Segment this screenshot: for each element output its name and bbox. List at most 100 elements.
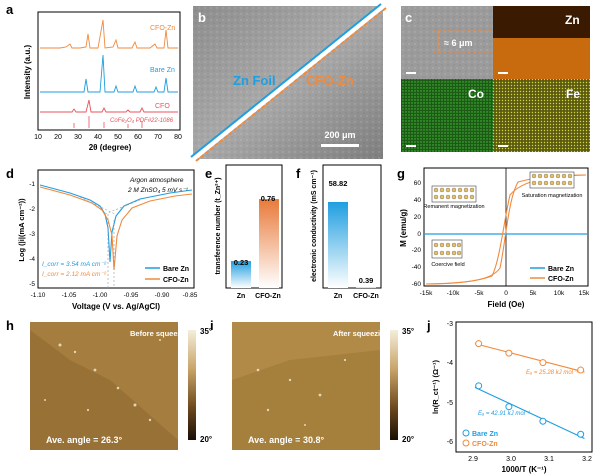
scale-bot-h: 20° — [200, 435, 212, 444]
bar-zn — [328, 201, 348, 288]
tafel-fit-lines — [79, 196, 146, 288]
panel-a: a CFO-Zn Bare Zn CFO CoFe₂O₄ PDF#22-1086… — [6, 2, 182, 152]
panel-d: d Argon atmosphere 2 M ZnSO₄ 5 mV s⁻¹ I_… — [6, 166, 198, 311]
tick: 5k — [530, 290, 538, 297]
tick: 50 — [114, 134, 122, 141]
j-legend-cfo: CFO-Zn — [472, 441, 498, 448]
tick: -1.00 — [93, 292, 108, 299]
panel-h-label: h — [6, 318, 14, 333]
scale-bot-i: 20° — [402, 435, 414, 444]
panel-d-label: d — [6, 166, 14, 181]
co-map — [401, 79, 493, 152]
tick: -0.90 — [155, 292, 170, 299]
afm-before-angle: Ave. angle = 26.3° — [46, 435, 122, 445]
cfo-zn-tafel-curve — [39, 186, 193, 271]
point-cfo-zn — [539, 359, 547, 367]
tick: -0.85 — [183, 292, 198, 299]
panel-d-xlabel: Voltage (V vs. Ag/AgCl) — [72, 302, 160, 311]
inset-saturation-label: Saturation magnetization — [522, 193, 583, 199]
tick: 20 — [414, 214, 422, 221]
legend-cfo-zn: CFO-Zn — [150, 25, 175, 32]
d-note-2: 2 M ZnSO₄ 5 mV s⁻¹ — [127, 187, 189, 194]
tick: 40 — [414, 197, 422, 204]
tick: 10 — [34, 134, 42, 141]
boundary-orange — [195, 7, 387, 162]
legend-bare-zn: Bare Zn — [150, 67, 175, 74]
panel-e-ylabel: transference number (t_Zn²⁺) — [215, 177, 222, 274]
zn-foil-label: Zn Foil — [233, 73, 276, 88]
pdf-label: CoFe₂O₄ PDF#22-1086 — [110, 118, 174, 124]
point-cfo-zn — [505, 349, 513, 357]
afm-color-scale-i — [390, 330, 398, 440]
d-legend-cfo: CFO-Zn — [163, 277, 189, 284]
panel-d-xticks: -1.10 -1.05 -1.00 -0.95 -0.90 -0.85 — [31, 292, 198, 299]
cfo-zn-xrd-trace — [40, 19, 178, 49]
panel-j-label: j — [426, 318, 431, 333]
scale-top-i: 35° — [402, 327, 414, 336]
f-cat-cfo: CFO-Zn — [353, 293, 379, 300]
panel-j: j Eₐ = 25.28 kJ mol⁻¹ Eₐ = 42.91 kJ mol⁻… — [426, 318, 593, 474]
bar-zn — [231, 261, 251, 288]
tick: -40 — [412, 264, 422, 271]
pdf-reference-sticks — [73, 116, 143, 128]
g-legend-cfo: CFO-Zn — [548, 276, 574, 283]
point-bare-zn — [505, 403, 513, 411]
zn-map-layer — [493, 38, 590, 79]
inset-coercive: Coercive field — [431, 239, 465, 268]
point-bare-zn — [539, 417, 547, 425]
legend-cfo: CFO — [155, 103, 170, 110]
scale-bar-c2 — [498, 72, 508, 74]
d-legend-bare: Bare Zn — [163, 266, 189, 273]
tick: -15k — [420, 290, 433, 297]
tick: -5 — [447, 400, 453, 407]
fe-map — [493, 79, 590, 152]
e-cat-cfo: CFO-Zn — [255, 293, 281, 300]
panel-e: e 0.23 0.76 Zn CFO-Zn transference numbe… — [205, 164, 283, 300]
j-legend-marker-bare — [462, 429, 470, 437]
afm-shading-before — [30, 330, 178, 450]
tick: 3.0 — [506, 456, 516, 463]
tick: 10k — [554, 290, 565, 297]
panel-e-label: e — [205, 166, 212, 181]
panel-j-ylabel: ln(R_ct⁻¹) (Ω⁻¹) — [431, 360, 440, 414]
panel-e-frame — [225, 164, 283, 289]
inset-remanent-label: Remanent magnetization — [423, 204, 484, 210]
panel-d-ylabel: Log (|i|(mA cm⁻²)) — [17, 198, 26, 262]
panel-a-xlabel: 2θ (degree) — [89, 143, 132, 152]
tick: 20 — [54, 134, 62, 141]
cfo-zn-label: CFO-Zn — [306, 73, 354, 88]
panel-g-ylabel: M (emu/g) — [399, 209, 408, 247]
tick: -2 — [29, 206, 35, 213]
bare-zn-xrd-trace — [40, 54, 178, 93]
panel-i: i After squeezing Ave. angle = 30.8° 35°… — [210, 318, 414, 450]
ea-bare-label: Eₐ = 42.91 kJ mol⁻¹ — [478, 411, 530, 417]
panel-f-ylabel: electronic conductivity (mS cm⁻¹) — [311, 170, 318, 282]
j-legend-marker-cfo — [462, 439, 470, 447]
cfo-xrd-trace — [40, 99, 178, 113]
panel-j-xticks: 2.9 3.0 3.1 3.2 — [468, 456, 592, 463]
scale-bar-c1 — [406, 72, 416, 74]
i-corr-bare: I_corr = 3.54 mA cm⁻² — [42, 261, 107, 268]
tick: 2.9 — [468, 456, 478, 463]
afm-after-angle: Ave. angle = 30.8° — [248, 435, 324, 445]
fit-line-bare-zn — [474, 386, 585, 439]
tick: -4 — [29, 256, 35, 263]
inset-box — [431, 239, 463, 259]
tick: -5k — [474, 290, 484, 297]
tick: -20 — [412, 247, 422, 254]
panel-g-xticks: -15k -10k -5k 0 5k 10k 15k — [420, 290, 590, 297]
scale-bar-c4 — [498, 145, 508, 147]
afm-before-title-text: Before squeezing — [130, 329, 193, 338]
tick: 15k — [579, 290, 590, 297]
scale-bar — [321, 144, 359, 147]
boundary-white — [191, 4, 385, 161]
tick: -10k — [447, 290, 460, 297]
tick: 30 — [74, 134, 82, 141]
tick: 0 — [504, 290, 508, 297]
bar-cfo-zn — [259, 199, 279, 288]
panel-a-frame — [37, 11, 181, 131]
tick: -4 — [447, 360, 453, 367]
panel-g-label: g — [397, 166, 405, 181]
panel-c: ≈ 6 μm c Zn Co Fe — [401, 6, 590, 152]
